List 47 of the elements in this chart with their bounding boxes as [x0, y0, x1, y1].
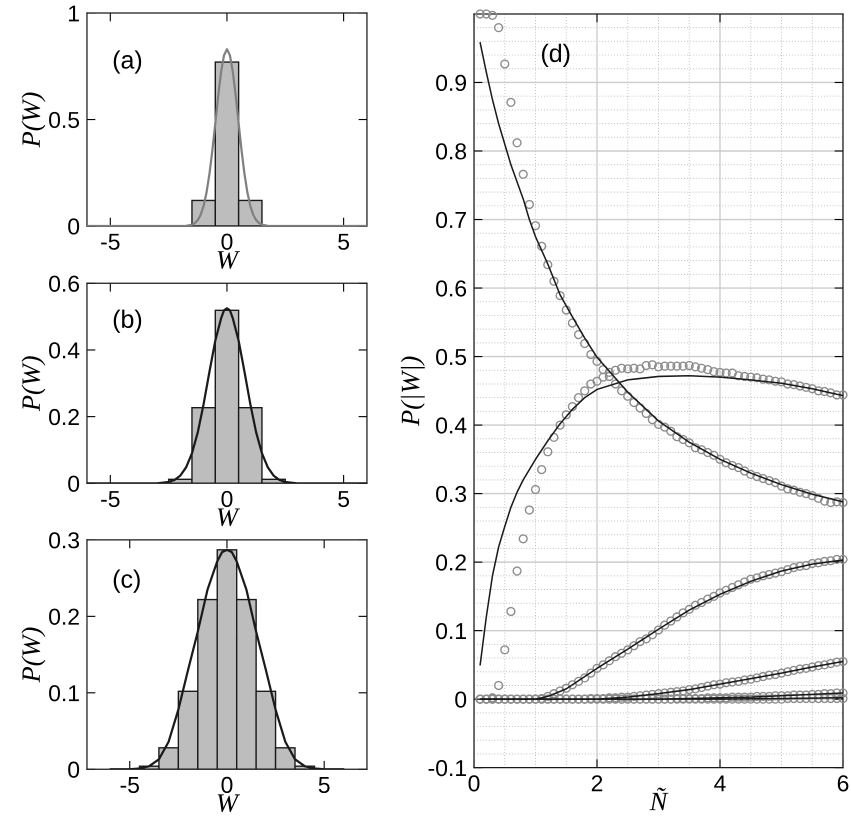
- y-tick-label: 0.2: [49, 608, 79, 625]
- y-tick-label: 0.3: [49, 532, 80, 548]
- y-tick-label: 0.5: [49, 112, 80, 128]
- y-tick-label: 0.8: [436, 143, 466, 160]
- annotation: (c): [114, 570, 140, 593]
- y-tick-label: 0: [68, 218, 80, 235]
- y-tick-label: -0.1: [428, 760, 466, 776]
- y-tick-label: 0.2: [436, 554, 466, 571]
- y-tick-label: 0.4: [436, 417, 466, 434]
- y-tick-label: 0.5: [436, 348, 466, 366]
- x-tick-label: 4: [714, 775, 726, 792]
- y-axis-title: P(W): [21, 356, 46, 412]
- x-tick-label: 0: [468, 775, 480, 792]
- x-tick-label: 5: [338, 491, 350, 508]
- x-tick-label: -5: [101, 234, 120, 250]
- x-axis-title: W: [218, 508, 240, 526]
- x-tick-label: -5: [120, 777, 139, 794]
- x-axis-title: W: [218, 794, 240, 812]
- y-tick-label: 0.2: [49, 408, 79, 426]
- annotation: (a): [114, 50, 142, 74]
- y-tick-label: 0: [68, 476, 80, 492]
- y-tick-label: 0.1: [49, 685, 79, 702]
- x-tick-label: 0: [221, 776, 232, 794]
- y-axis-title: P(W): [21, 628, 46, 683]
- y-tick-label: 0.4: [49, 342, 80, 358]
- y-tick-label: 0.9: [436, 74, 466, 92]
- x-axis-title: Ñ: [650, 788, 669, 810]
- y-tick-label: 0: [455, 691, 466, 708]
- y-tick-label: 0: [68, 762, 80, 778]
- x-tick-label: -5: [101, 491, 120, 508]
- y-tick-label: 0.6: [49, 276, 80, 292]
- x-tick-label: 2: [592, 775, 602, 792]
- x-tick-label: 6: [838, 775, 848, 792]
- y-axis-title: P(W): [21, 92, 46, 148]
- x-tick-label: 0: [221, 234, 232, 250]
- x-tick-label: 0: [221, 490, 232, 508]
- annotation: (b): [114, 310, 142, 333]
- y-tick-label: 0.7: [436, 212, 466, 228]
- x-axis-title: W: [218, 251, 240, 269]
- y-axis-title: P(|W|): [400, 356, 425, 426]
- y-tick-label: 0.3: [436, 486, 466, 502]
- x-tick-label: 5: [338, 234, 350, 250]
- y-tick-label: 0.6: [436, 280, 466, 297]
- y-tick-label: 1: [69, 6, 79, 22]
- y-tick-label: 0.1: [436, 622, 466, 640]
- x-tick-label: 5: [318, 777, 330, 794]
- annotation: (d): [542, 44, 570, 68]
